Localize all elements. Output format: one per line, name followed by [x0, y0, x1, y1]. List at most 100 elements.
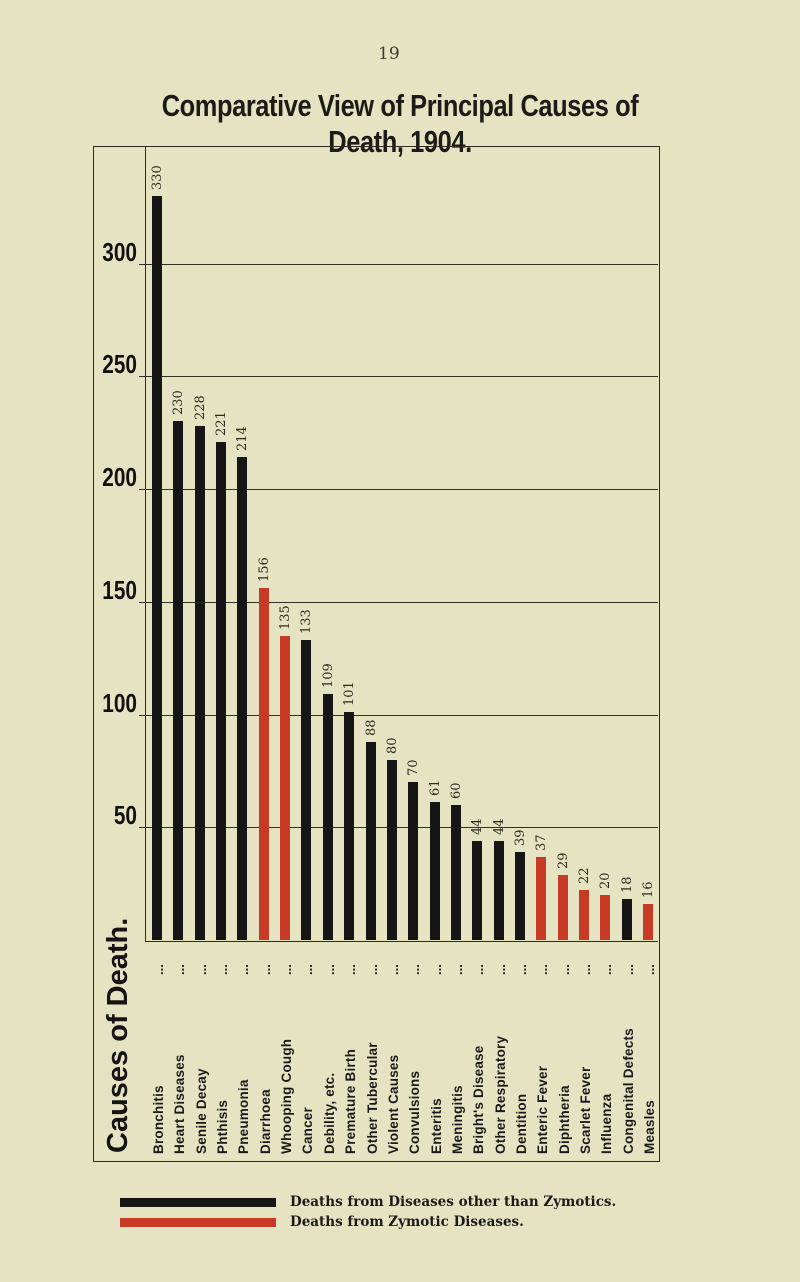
category-label: Whooping Cough — [279, 1038, 295, 1154]
bar-congenital-defects — [621, 899, 632, 940]
bar-cancer — [301, 640, 312, 940]
bar-value-label: 16 — [641, 881, 657, 898]
bar-value-label: 133 — [299, 609, 315, 635]
gridline — [145, 827, 658, 829]
legend-swatch-black — [120, 1197, 276, 1207]
category-leader-dots: ... — [364, 964, 380, 975]
category-label: Measles — [642, 1100, 658, 1154]
category-leader-dots: ... — [642, 964, 658, 975]
bar-influenza — [600, 894, 611, 940]
category-leader-dots: ... — [385, 964, 401, 975]
category-leader-dots: ... — [556, 964, 572, 975]
bar-value-label: 18 — [619, 876, 635, 894]
category-leader-dots: ... — [535, 964, 551, 975]
legend-item-zymotic: Deaths from Zymotic Diseases. — [120, 1214, 524, 1230]
category-label: Enteritis — [428, 1098, 444, 1154]
chart-title: Comparative View of Principal Causes of … — [161, 88, 639, 159]
legend-item-non-zymotic: Deaths from Diseases other than Zymotics… — [120, 1194, 616, 1210]
category-label: Premature Birth — [343, 1048, 359, 1154]
y-tick-label: 250 — [102, 349, 137, 380]
category-leader-dots: ... — [172, 964, 188, 975]
bar-value-label: 135 — [278, 604, 294, 630]
category-leader-dots: ... — [599, 964, 615, 975]
bar-measles — [643, 903, 654, 940]
gridline — [145, 601, 658, 603]
category-leader-dots: ... — [471, 964, 487, 975]
y-tick-label: 150 — [102, 574, 137, 605]
category-label: Violent Causes — [385, 1054, 401, 1154]
bar-other-respiratory — [493, 840, 504, 940]
bar-phthisis — [216, 441, 227, 940]
bar-scarlet-fever — [579, 890, 589, 940]
x-axis-heading: Causes of Death. — [102, 917, 134, 1153]
bar-value-label: 61 — [427, 779, 443, 797]
bar-value-label: 109 — [320, 663, 336, 689]
bar-value-label: 20 — [598, 872, 614, 889]
bar-enteric-fever — [536, 856, 547, 940]
y-tick-mark — [139, 376, 145, 378]
bar-dentition — [514, 852, 525, 940]
category-leader-dots: ... — [215, 964, 231, 975]
page-number: 19 — [378, 44, 400, 64]
category-label: Enteric Fever — [535, 1065, 551, 1154]
bar-value-label: 88 — [363, 719, 379, 736]
category-label: Other Tubercular — [364, 1042, 380, 1154]
category-label: Debility, etc. — [321, 1072, 337, 1154]
category-leader-dots: ... — [321, 964, 337, 975]
y-tick-mark — [139, 263, 145, 265]
category-label: Diarrhoea — [257, 1089, 273, 1154]
y-tick-label: 300 — [102, 236, 137, 267]
bar-value-label: 44 — [470, 818, 486, 835]
bar-diphtheria — [557, 874, 568, 940]
bar-value-label: 80 — [384, 737, 400, 754]
category-label: Diphtheria — [556, 1085, 572, 1154]
bar-value-label: 22 — [577, 867, 592, 885]
gridline — [145, 263, 658, 265]
plot-area — [145, 146, 658, 942]
category-leader-dots: ... — [407, 964, 423, 975]
category-label: Meningitis — [449, 1085, 465, 1154]
category-label: Scarlet Fever — [578, 1066, 593, 1154]
gridline — [145, 714, 658, 716]
y-tick-mark — [139, 827, 145, 829]
category-leader-dots: ... — [428, 964, 444, 975]
category-leader-dots: ... — [257, 964, 273, 975]
y-tick-mark — [139, 601, 145, 603]
bar-value-label: 228 — [192, 395, 208, 420]
bar-value-label: 214 — [235, 426, 251, 452]
bar-bright-s-disease — [472, 840, 483, 940]
legend-label: Deaths from Zymotic Diseases. — [290, 1214, 524, 1230]
bar-senile-decay — [194, 425, 205, 940]
bar-debility-etc — [322, 694, 333, 940]
bar-value-label: 39 — [512, 829, 528, 847]
bar-value-label: 230 — [171, 390, 187, 416]
category-leader-dots: ... — [620, 964, 636, 975]
bar-pneumonia — [237, 457, 248, 940]
bar-other-tubercular — [365, 741, 376, 940]
gridline — [145, 489, 658, 490]
bar-meningitis — [450, 804, 461, 940]
category-label: Phthisis — [215, 1099, 231, 1154]
legend-label: Deaths from Diseases other than Zymotics… — [290, 1194, 617, 1210]
category-leader-dots: ... — [492, 964, 508, 975]
bar-diarrhoea — [258, 588, 269, 940]
category-leader-dots: ... — [513, 964, 529, 975]
bar-value-label: 330 — [150, 165, 165, 190]
category-leader-dots: ... — [578, 964, 593, 975]
bar-violent-causes — [386, 759, 397, 940]
category-label: Other Respiratory — [492, 1035, 508, 1154]
bar-value-label: 156 — [256, 557, 272, 583]
y-tick-mark — [139, 489, 145, 490]
category-label: Cancer — [300, 1107, 316, 1154]
y-tick-label: 50 — [113, 800, 137, 831]
chart-frame — [93, 146, 660, 1162]
legend-swatch-red — [120, 1217, 276, 1227]
bar-value-label: 60 — [448, 782, 464, 799]
bar-value-label: 70 — [406, 759, 422, 777]
bar-heart-diseases — [173, 421, 184, 940]
category-leader-dots: ... — [300, 964, 316, 975]
category-leader-dots: ... — [279, 964, 295, 975]
category-label: Influenza — [599, 1093, 615, 1154]
category-label: Pneumonia — [236, 1079, 252, 1154]
category-leader-dots: ... — [193, 964, 209, 975]
